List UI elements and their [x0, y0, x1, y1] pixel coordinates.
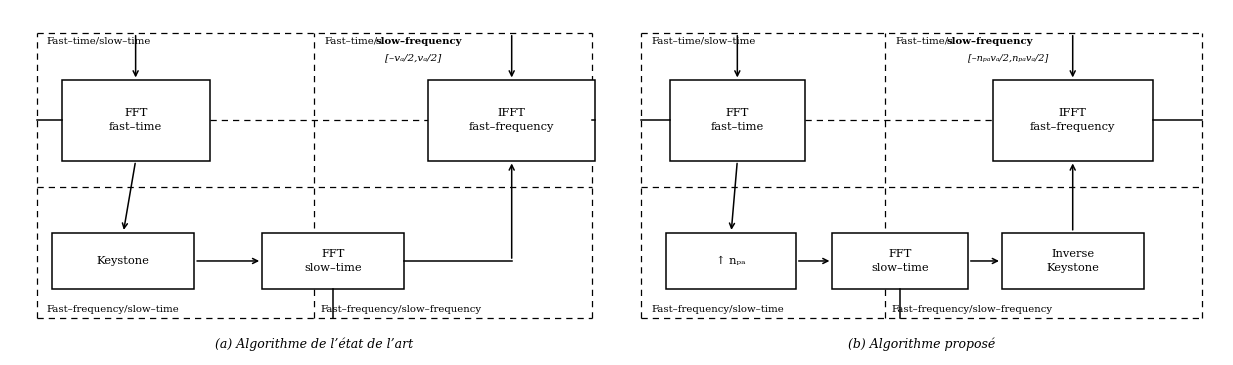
Text: Fast–frequency/slow–frequency: Fast–frequency/slow–frequency — [891, 305, 1053, 314]
Bar — [670, 80, 805, 161]
Text: slow–frequency: slow–frequency — [947, 36, 1033, 46]
Text: FFT
fast–time: FFT fast–time — [109, 108, 163, 132]
Text: [–nₚₐvₐ/2,nₚₐvₐ/2]: [–nₚₐvₐ/2,nₚₐvₐ/2] — [968, 53, 1048, 62]
Bar — [1001, 233, 1144, 289]
Text: FFT
slow–time: FFT slow–time — [872, 249, 928, 273]
Text: Fast–frequency/slow–time: Fast–frequency/slow–time — [651, 305, 784, 314]
Bar — [429, 80, 596, 161]
Text: IFFT
fast–frequency: IFFT fast–frequency — [469, 108, 555, 132]
Text: FFT
fast–time: FFT fast–time — [710, 108, 764, 132]
Text: Inverse
Keystone: Inverse Keystone — [1047, 249, 1099, 273]
Text: Fast–frequency/slow–frequency: Fast–frequency/slow–frequency — [321, 305, 482, 314]
Bar — [52, 233, 195, 289]
Text: [–vₐ/2,vₐ/2]: [–vₐ/2,vₐ/2] — [385, 53, 441, 62]
Bar — [666, 233, 797, 289]
Text: (a) Algorithme de l’état de l’art: (a) Algorithme de l’état de l’art — [216, 338, 413, 351]
Text: Fast–time/: Fast–time/ — [324, 36, 377, 46]
Text: ↑ nₚₐ: ↑ nₚₐ — [716, 256, 746, 266]
Text: slow–frequency: slow–frequency — [376, 36, 462, 46]
Text: IFFT
fast–frequency: IFFT fast–frequency — [1030, 108, 1116, 132]
Bar — [832, 233, 968, 289]
Text: Fast–time/: Fast–time/ — [895, 36, 948, 46]
Text: Fast–time/slow–time: Fast–time/slow–time — [47, 36, 152, 46]
Text: Keystone: Keystone — [97, 256, 149, 266]
Text: Fast–time/slow–time: Fast–time/slow–time — [651, 36, 756, 46]
Text: FFT
slow–time: FFT slow–time — [305, 249, 361, 273]
Text: (b) Algorithme proposé: (b) Algorithme proposé — [848, 338, 995, 351]
Text: Fast–frequency/slow–time: Fast–frequency/slow–time — [47, 305, 180, 314]
Bar — [62, 80, 210, 161]
Bar — [263, 233, 404, 289]
Bar — [993, 80, 1153, 161]
